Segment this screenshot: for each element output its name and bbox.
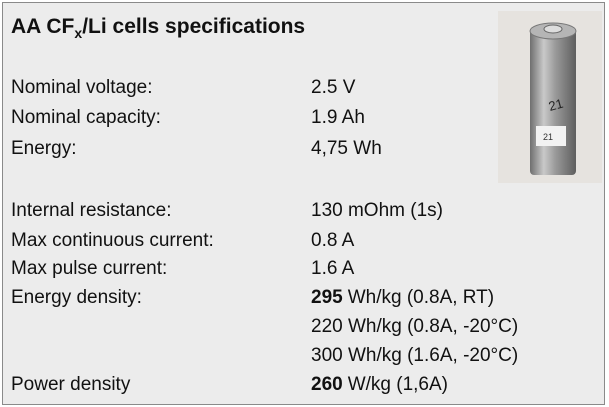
photo-label: 21: [543, 132, 553, 142]
row-value-bold: 260: [311, 374, 343, 395]
row-label: Energy:: [11, 138, 76, 160]
row-value-bold: 295: [311, 287, 343, 308]
row-value: 4,75 Wh: [311, 138, 382, 160]
row-label: Power density: [11, 374, 130, 396]
row-value-text: W/kg (1,6A): [348, 374, 448, 395]
row-label: Max pulse current:: [11, 258, 167, 280]
row-value: 130 mOhm (1s): [311, 200, 443, 222]
row-label: Energy density:: [11, 287, 142, 309]
title-text: /Li cells specifications: [82, 15, 305, 38]
row-value-text: Wh/kg (0.8A, RT): [348, 287, 494, 308]
row-value: 1.9 Ah: [311, 107, 365, 129]
battery-photo: 21 21: [498, 11, 602, 183]
title: AA CFx/Li cells specifications: [11, 15, 305, 41]
row-value: 220 Wh/kg (0.8A, -20°C): [311, 316, 518, 338]
row-value: 0.8 A: [311, 230, 354, 252]
row-label: Max continuous current:: [11, 230, 214, 252]
row-value: 1.6 A: [311, 258, 354, 280]
row-value: 300 Wh/kg (1.6A, -20°C): [311, 345, 518, 367]
slide: AA CFx/Li cells specifications 21 21 Nom…: [2, 2, 605, 405]
row-label: Nominal voltage:: [11, 77, 153, 99]
title-text: AA CF: [11, 15, 74, 38]
row-value: 2.5 V: [311, 77, 355, 99]
row-label: Internal resistance:: [11, 200, 172, 222]
row-label: Nominal capacity:: [11, 107, 161, 129]
